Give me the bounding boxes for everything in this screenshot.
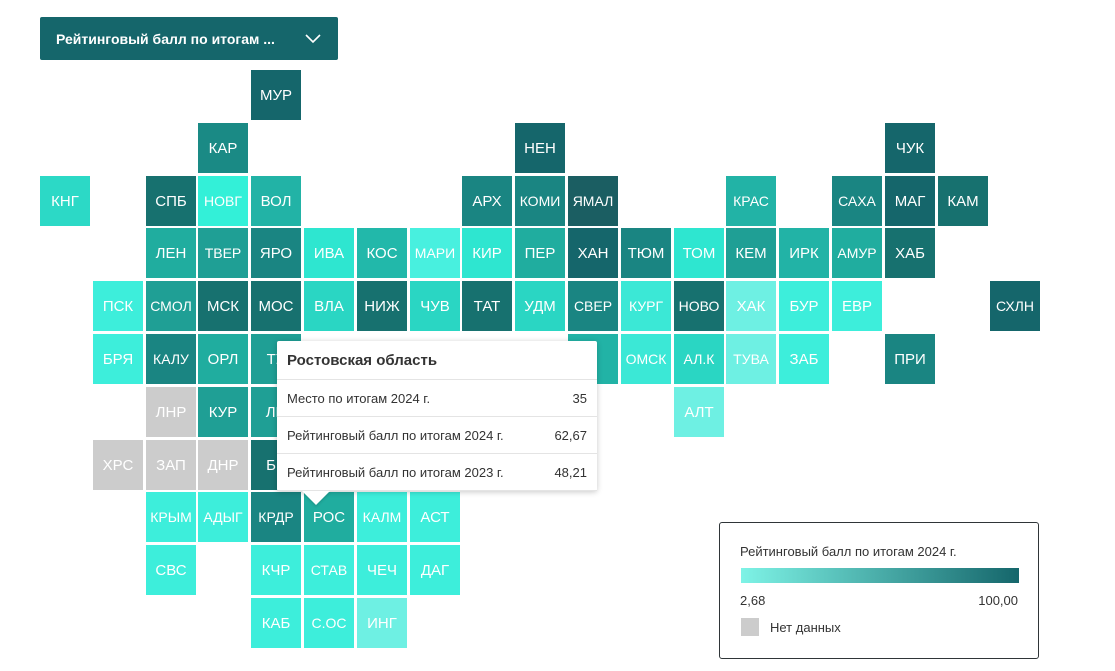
region-tile[interactable]: ЯРО bbox=[251, 228, 301, 278]
region-tile[interactable]: ТАТ bbox=[462, 281, 512, 331]
region-tile[interactable]: АЛ.К bbox=[674, 334, 724, 384]
region-tile[interactable]: МАРИ bbox=[410, 228, 460, 278]
region-tile[interactable]: НОВГ bbox=[198, 176, 248, 226]
legend-min-value: 2,68 bbox=[740, 593, 766, 608]
region-tile[interactable]: ЗАБ bbox=[779, 334, 829, 384]
region-tile[interactable]: УДМ bbox=[515, 281, 565, 331]
region-tile[interactable]: КАМ bbox=[938, 176, 988, 226]
region-tile[interactable]: ПРИ bbox=[885, 334, 935, 384]
region-tile[interactable]: ЧЕЧ bbox=[357, 545, 407, 595]
region-tile[interactable]: ДНР bbox=[198, 440, 248, 490]
region-tile[interactable]: ОРЛ bbox=[198, 334, 248, 384]
region-tile[interactable]: САХА bbox=[832, 176, 882, 226]
region-tile[interactable]: КУР bbox=[198, 387, 248, 437]
region-tile[interactable]: ЯМАЛ bbox=[568, 176, 618, 226]
tooltip-row: Рейтинговый балл по итогам 2024 г. 62,67 bbox=[277, 417, 597, 454]
region-tile[interactable]: АРХ bbox=[462, 176, 512, 226]
region-tile[interactable]: ЧУВ bbox=[410, 281, 460, 331]
region-tile[interactable]: ХАН bbox=[568, 228, 618, 278]
region-tile[interactable]: СВЕР bbox=[568, 281, 618, 331]
region-tile[interactable]: НЕН bbox=[515, 123, 565, 173]
tooltip-row: Место по итогам 2024 г. 35 bbox=[277, 380, 597, 417]
region-tile[interactable]: НОВО bbox=[674, 281, 724, 331]
region-tile[interactable]: ХРС bbox=[93, 440, 143, 490]
region-tile[interactable]: МСК bbox=[198, 281, 248, 331]
region-tile[interactable]: АЛТ bbox=[674, 387, 724, 437]
region-tooltip: Ростовская область Место по итогам 2024 … bbox=[277, 341, 597, 505]
region-tile[interactable]: ИРК bbox=[779, 228, 829, 278]
no-data-label: Нет данных bbox=[770, 620, 841, 635]
region-tile[interactable]: СХЛН bbox=[990, 281, 1040, 331]
region-tile[interactable]: ПСК bbox=[93, 281, 143, 331]
region-tile[interactable]: КАЛМ bbox=[357, 492, 407, 542]
region-tile[interactable]: ЧУК bbox=[885, 123, 935, 173]
region-tile[interactable]: ВОЛ bbox=[251, 176, 301, 226]
region-tile[interactable]: СПБ bbox=[146, 176, 196, 226]
tooltip-row: Рейтинговый балл по итогам 2023 г. 48,21 bbox=[277, 454, 597, 491]
legend-gradient-bar bbox=[741, 568, 1019, 583]
region-tile[interactable]: МУР bbox=[251, 70, 301, 120]
region-tile[interactable]: ИВА bbox=[304, 228, 354, 278]
no-data-swatch bbox=[741, 618, 759, 636]
region-tile[interactable]: БРЯ bbox=[93, 334, 143, 384]
region-tile[interactable]: ПЕР bbox=[515, 228, 565, 278]
region-tile[interactable]: ЛНР bbox=[146, 387, 196, 437]
region-tile[interactable]: С.ОС bbox=[304, 598, 354, 648]
tooltip-row-value: 35 bbox=[572, 390, 587, 406]
region-tile[interactable]: ХАК bbox=[726, 281, 776, 331]
region-tile[interactable]: КАР bbox=[198, 123, 248, 173]
region-tile[interactable]: КРДР bbox=[251, 492, 301, 542]
region-tile[interactable]: КИР bbox=[462, 228, 512, 278]
region-tile[interactable]: КЕМ bbox=[726, 228, 776, 278]
region-tile[interactable]: СТАВ bbox=[304, 545, 354, 595]
region-tile[interactable]: ХАБ bbox=[885, 228, 935, 278]
region-tile[interactable]: ИНГ bbox=[357, 598, 407, 648]
region-tile[interactable]: ЕВР bbox=[832, 281, 882, 331]
tooltip-title: Ростовская область bbox=[277, 341, 597, 380]
region-tile[interactable]: ОМСК bbox=[621, 334, 671, 384]
region-tile[interactable]: ЛЕН bbox=[146, 228, 196, 278]
region-tile[interactable]: НИЖ bbox=[357, 281, 407, 331]
indicator-dropdown-label: Рейтинговый балл по итогам ... bbox=[56, 30, 275, 47]
indicator-dropdown[interactable]: Рейтинговый балл по итогам ... bbox=[40, 17, 338, 60]
tooltip-pointer bbox=[302, 491, 330, 505]
region-tile[interactable]: КОМИ bbox=[515, 176, 565, 226]
region-tile[interactable]: МОС bbox=[251, 281, 301, 331]
region-tile[interactable]: БУР bbox=[779, 281, 829, 331]
region-tile[interactable]: КАБ bbox=[251, 598, 301, 648]
region-tile[interactable]: МАГ bbox=[885, 176, 935, 226]
region-tile[interactable]: ТЮМ bbox=[621, 228, 671, 278]
tooltip-row-label: Рейтинговый балл по итогам 2024 г. bbox=[287, 427, 504, 443]
region-tile[interactable]: АДЫГ bbox=[198, 492, 248, 542]
tooltip-row-label: Рейтинговый балл по итогам 2023 г. bbox=[287, 464, 504, 480]
region-tile[interactable]: КАЛУ bbox=[146, 334, 196, 384]
chevron-down-icon bbox=[304, 30, 322, 48]
region-tile[interactable]: ТВЕР bbox=[198, 228, 248, 278]
legend-title: Рейтинговый балл по итогам 2024 г. bbox=[740, 544, 957, 559]
region-tile[interactable]: КНГ bbox=[40, 176, 90, 226]
region-tile[interactable]: КОС bbox=[357, 228, 407, 278]
region-tile[interactable]: КРАС bbox=[726, 176, 776, 226]
tooltip-row-value: 48,21 bbox=[554, 464, 587, 480]
tooltip-row-label: Место по итогам 2024 г. bbox=[287, 390, 431, 406]
legend-max-value: 100,00 bbox=[978, 593, 1018, 608]
region-tile[interactable]: ТОМ bbox=[674, 228, 724, 278]
color-legend: Рейтинговый балл по итогам 2024 г. 2,68 … bbox=[719, 522, 1039, 659]
region-tile[interactable]: АСТ bbox=[410, 492, 460, 542]
region-tile[interactable]: ВЛА bbox=[304, 281, 354, 331]
region-tile[interactable]: ТУВА bbox=[726, 334, 776, 384]
region-tile[interactable]: АМУР bbox=[832, 228, 882, 278]
tooltip-row-value: 62,67 bbox=[554, 427, 587, 443]
region-tile[interactable]: ЗАП bbox=[146, 440, 196, 490]
region-tile[interactable]: КЧР bbox=[251, 545, 301, 595]
region-tile[interactable]: КУРГ bbox=[621, 281, 671, 331]
region-tile[interactable]: ДАГ bbox=[410, 545, 460, 595]
region-tile[interactable]: КРЫМ bbox=[146, 492, 196, 542]
region-tile[interactable]: СМОЛ bbox=[146, 281, 196, 331]
region-tile[interactable]: СВС bbox=[146, 545, 196, 595]
